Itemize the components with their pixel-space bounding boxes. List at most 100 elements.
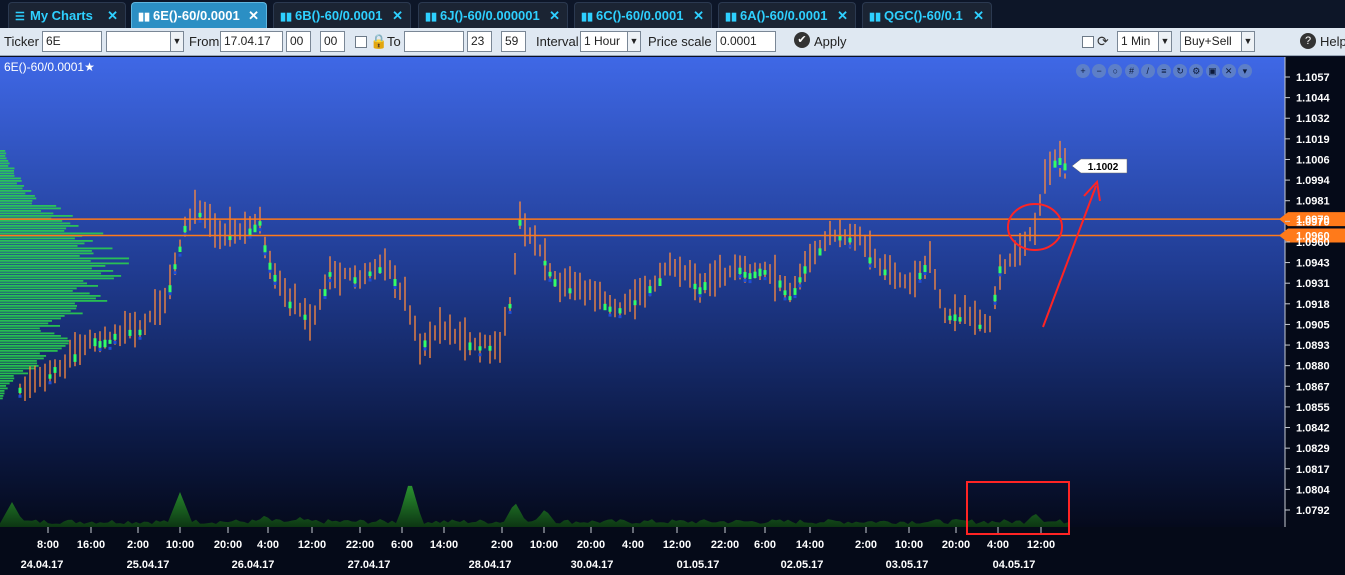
bid-volume-marker [393,279,397,287]
side-select[interactable]: Buy+Sell [1180,31,1242,52]
bid-volume-marker [608,306,612,312]
time-tick-label: 4:00 [257,539,279,551]
interval-label: Interval [536,34,579,49]
help-button[interactable]: Help [1320,34,1345,49]
price-tick-label: 1.0804 [1296,484,1331,496]
profile-row [0,330,41,332]
grid-icon[interactable]: # [1124,64,1139,78]
to-date-input[interactable] [404,31,464,52]
tab-6b[interactable]: ▮▮ 6B()-60/0.0001 ✕ [273,2,411,28]
ticker-input[interactable]: 6E [42,31,102,52]
tab-6j[interactable]: ▮▮ 6J()-60/0.000001 ✕ [418,2,568,28]
to-minute-input[interactable]: 59 [501,31,526,52]
zoom-reset-icon[interactable]: ○ [1108,64,1123,78]
tab-qgc[interactable]: ▮▮ QGC()-60/0.1 ✕ [862,2,992,28]
plot-background [0,57,1285,527]
date-label: 24.04.17 [21,559,64,571]
ask-volume-marker [18,394,22,398]
profile-row [0,305,78,307]
profile-row [0,190,32,192]
close-icon[interactable]: ✕ [1221,64,1236,78]
timeframe-select[interactable]: 1 Min [1117,31,1159,52]
profile-row [0,302,75,305]
interval-select[interactable]: 1 Hour [580,31,628,52]
ask-volume-marker [178,253,182,257]
last-price-label: 1.1002 [1071,158,1128,174]
profile-row [0,177,21,180]
refresh-icon[interactable]: ⟳ [1097,33,1109,49]
bid-volume-marker [693,283,697,290]
price-tick-label: 1.0970 [1296,216,1330,228]
ask-volume-marker [738,274,742,278]
ask-volume-marker [423,347,427,351]
zoom-in-icon[interactable]: + [1076,64,1090,78]
close-icon[interactable]: ✕ [392,8,403,23]
profile-row [0,165,9,167]
close-icon[interactable]: ✕ [973,8,984,23]
tab-6e[interactable]: ▮▮ 6E()-60/0.0001 ✕ [131,2,267,28]
dropdown-icon[interactable]: ▾ [1237,64,1252,78]
bid-volume-marker [103,339,107,348]
zoom-out-icon[interactable]: − [1092,64,1107,78]
profile-row [0,290,73,292]
auto-checkbox[interactable] [1082,36,1094,48]
bid-volume-marker [923,265,927,273]
from-hour-input[interactable]: 00 [286,31,311,52]
chevron-down-icon[interactable]: ▼ [627,31,641,52]
tab-label: 6C()-60/0.0001 [596,8,684,23]
ticker-select[interactable] [106,31,171,52]
bid-volume-marker [783,290,787,296]
from-minute-input[interactable]: 00 [320,31,345,52]
tab-my-charts[interactable]: ☰ My Charts ✕ [8,2,126,28]
profile-row [0,207,61,210]
bid-volume-marker [328,272,332,277]
ask-volume-marker [258,228,262,232]
chevron-down-icon[interactable]: ▼ [1158,31,1172,52]
profile-row [0,200,33,202]
bid-volume-marker [183,225,187,233]
tab-6c[interactable]: ▮▮ 6C()-60/0.0001 ✕ [574,2,712,28]
profile-row [0,287,77,290]
profile-row [0,372,29,375]
apply-button[interactable]: Apply [814,34,847,49]
price-tick-label: 1.0943 [1296,258,1330,270]
chevron-down-icon[interactable]: ▼ [1241,31,1255,52]
close-icon[interactable]: ✕ [837,8,848,23]
star-icon[interactable]: ★ [84,60,95,74]
close-icon[interactable]: ✕ [107,8,118,23]
fullscreen-icon[interactable]: ▣ [1205,64,1220,78]
profile-row [0,230,65,232]
profile-row [0,335,61,337]
profile-row [0,375,14,377]
close-icon[interactable]: ✕ [248,8,259,23]
help-icon[interactable]: ? [1300,33,1316,49]
volume-area [0,485,1070,527]
time-tick-label: 20:00 [214,539,242,551]
refresh-icon[interactable]: ↻ [1173,64,1188,78]
bid-volume-marker [778,280,782,288]
price-tick-label: 1.0855 [1296,402,1330,414]
price-scale-input[interactable]: 0.0001 [716,31,776,52]
list-icon[interactable]: ≡ [1156,64,1171,78]
draw-icon[interactable]: / [1140,64,1155,78]
close-icon[interactable]: ✕ [693,8,704,23]
time-axis-background [0,527,1345,575]
chevron-down-icon[interactable]: ▼ [170,31,184,52]
tab-label: QGC()-60/0.1 [884,8,963,23]
close-icon[interactable]: ✕ [549,8,560,23]
to-hour-input[interactable]: 23 [467,31,492,52]
ask-volume-marker [1053,167,1057,171]
tab-6a[interactable]: ▮▮ 6A()-60/0.0001 ✕ [718,2,856,28]
lock-checkbox[interactable] [355,36,367,48]
from-label: From [189,34,220,49]
profile-row [0,217,52,220]
settings-icon[interactable]: ⚙ [1189,64,1204,78]
profile-row [0,157,7,160]
profile-row [0,160,9,162]
from-date-input[interactable]: 17.04.17 [220,31,283,52]
check-circle-icon[interactable]: ✔ [794,32,810,48]
bid-volume-marker [883,269,887,276]
price-tick-label: 1.1044 [1296,93,1331,105]
bid-volume-marker [1053,160,1057,169]
